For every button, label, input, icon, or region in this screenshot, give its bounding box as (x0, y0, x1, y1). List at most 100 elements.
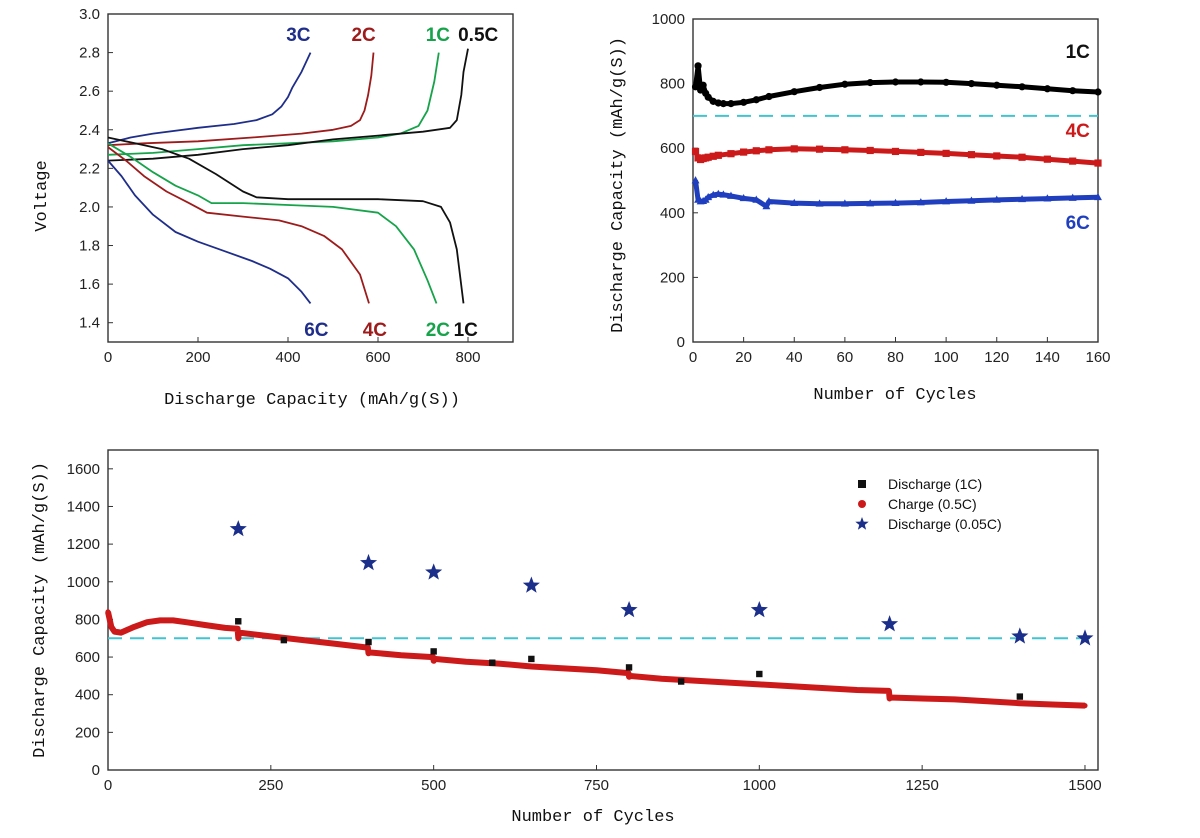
voltage-chart: 0 200 400 600 800 1.4 1.6 1.8 2.0 2.2 2.4 2.6 2.8 3.0… (33, 6, 514, 410)
longterm-y-tick-label: 1400 (67, 498, 100, 515)
longterm-x-tick-label: 1500 (1068, 777, 1101, 794)
rate-x-tick-label: 160 (1085, 349, 1110, 366)
legend-label-discharge-0-05c: Discharge (0.05C) (888, 516, 1002, 532)
longterm-point-discharge-0-05c (425, 563, 443, 580)
longterm-point-charge-0-5c (789, 683, 795, 689)
longterm-point-charge-0-5c (268, 633, 274, 639)
longterm-point-discharge-1c (235, 618, 242, 625)
voltage-y-tick-label: 2.8 (79, 45, 100, 62)
voltage-curves (107, 48, 469, 304)
longterm-x-tick-label: 1000 (743, 777, 776, 794)
longterm-point-charge-0-5c (821, 685, 828, 691)
longterm-point-charge-0-5c (886, 688, 892, 694)
longterm-point-discharge-0-05c (360, 553, 378, 571)
voltage-x-tick-label: 0 (104, 349, 112, 366)
rate-y-tick-label: 200 (660, 269, 685, 286)
voltage-discharge-curve-2c (107, 142, 438, 304)
legend-label-discharge-1c: Discharge (1C) (888, 476, 982, 492)
longterm-point-charge-0-5c (300, 637, 306, 643)
rate-point-6c (942, 197, 951, 205)
rate-x-tick-label: 20 (735, 349, 752, 366)
voltage-x-tick-label: 200 (185, 349, 210, 366)
longterm-point-charge-0-5c (144, 619, 150, 625)
rate-point-4c (1043, 155, 1051, 163)
rate-x-axis-title: Number of Cycles (813, 386, 976, 405)
rate-point-6c (992, 195, 1001, 203)
longterm-point-charge-0-5c (691, 677, 697, 684)
rate-point-4c (1018, 153, 1026, 161)
longterm-y-tick-label: 0 (92, 762, 100, 779)
longterm-point-discharge-0-05c (1011, 627, 1029, 644)
rate-chart: 0 20 40 60 80 100 120 140 160 0 200 400 600 800 1000 1… (609, 11, 1111, 405)
longterm-point-charge-0-5c (365, 645, 371, 651)
longterm-point-charge-0-5c (1017, 700, 1023, 706)
longterm-x-tick-label: 0 (104, 777, 112, 794)
longterm-point-discharge-1c (756, 670, 763, 678)
rate-point-6c (691, 176, 700, 184)
rate-point-4c (704, 153, 712, 161)
voltage-x-tick-label: 800 (455, 349, 480, 366)
rate-point-4c (691, 147, 700, 156)
rate-point-4c (752, 147, 760, 155)
voltage-y-tick-label: 2.0 (79, 199, 100, 216)
voltage-axis-ticks: 0 200 400 600 800 1.4 1.6 1.8 2.0 2.2 2.4 2.6 2.8 3.0 (79, 6, 480, 366)
rate-point-6c (739, 193, 748, 202)
longterm-point-discharge-1c (1016, 693, 1024, 700)
rate-point-4c (790, 145, 798, 153)
rate-point-4c (917, 148, 925, 156)
rate-point-4c (709, 152, 717, 160)
rate-point-6c (752, 195, 761, 203)
voltage-discharge-curve-4c (107, 146, 370, 304)
legend-marker-charge-0-5c (858, 500, 866, 508)
rate-point-1c (765, 92, 773, 101)
rate-point-1c (752, 96, 760, 104)
rate-point-4c (1094, 159, 1102, 167)
longterm-point-discharge-1c (677, 678, 685, 685)
voltage-discharge-curve-1c (107, 136, 465, 304)
longterm-point-charge-0-5c (463, 659, 469, 665)
longterm-point-charge-0-5c (1082, 703, 1088, 709)
longterm-point-discharge-1c (280, 636, 288, 644)
rate-point-1c (815, 83, 824, 92)
longterm-point-charge-0-5c (131, 624, 137, 630)
rate-point-1c (790, 88, 798, 96)
rate-point-1c (967, 80, 976, 88)
longterm-point-discharge-0-05c (1076, 629, 1094, 646)
longterm-y-tick-label: 400 (75, 687, 100, 704)
rate-point-6c (1018, 194, 1027, 203)
rate-point-4c (1069, 157, 1077, 165)
rate-series-label-6c: 6C (1066, 213, 1091, 234)
rate-point-6c (719, 190, 728, 198)
voltage-y-tick-label: 2.4 (79, 122, 100, 139)
longterm-point-charge-0-5c (118, 629, 124, 636)
rate-point-1c (740, 98, 748, 106)
longterm-point-charge-0-5c (593, 667, 600, 673)
longterm-point-discharge-1c (365, 638, 372, 646)
rate-y-tick-label: 400 (660, 205, 685, 222)
voltage-y-tick-label: 1.4 (79, 315, 100, 332)
rate-point-1c (841, 80, 849, 88)
longterm-point-discharge-0-05c (881, 615, 899, 632)
voltage-curve-label-1c: 1C (426, 25, 451, 46)
voltage-curve-label-6c: 6C (304, 320, 329, 341)
rate-point-1c (891, 78, 900, 86)
longterm-point-charge-0-5c (431, 656, 437, 662)
voltage-y-tick-label: 1.6 (79, 276, 100, 293)
longterm-point-charge-0-5c (333, 641, 339, 647)
rate-point-6c (891, 198, 900, 206)
rate-point-1c (704, 93, 712, 101)
longterm-point-charge-0-5c (659, 676, 665, 682)
rate-point-6c (1043, 194, 1052, 202)
rate-point-6c (916, 198, 925, 206)
rate-x-tick-label: 120 (984, 349, 1009, 366)
voltage-charge-curve-0-5c (107, 48, 469, 162)
rate-point-6c (815, 199, 824, 207)
voltage-x-tick-label: 400 (275, 349, 300, 366)
voltage-x-tick-label: 600 (365, 349, 390, 366)
legend-label-charge-0-5c: Charge (0.5C) (888, 496, 977, 512)
longterm-y-tick-label: 600 (75, 649, 100, 666)
rate-axis-ticks: 0 20 40 60 80 100 120 140 160 0 200 400 600 800 1000 (652, 11, 1111, 366)
voltage-charge-curve-1c (107, 52, 440, 156)
longterm-point-charge-0-5c (170, 617, 176, 623)
longterm-point-charge-0-5c (952, 696, 958, 703)
